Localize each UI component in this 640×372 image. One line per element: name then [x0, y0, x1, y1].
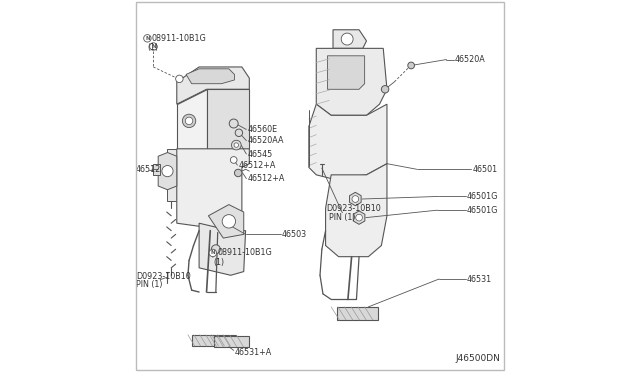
Text: D0923-10B10: D0923-10B10 — [136, 272, 191, 280]
Polygon shape — [154, 164, 160, 175]
Text: 46501G: 46501G — [467, 192, 499, 201]
Text: D0923-10B10: D0923-10B10 — [326, 204, 381, 213]
Text: (1): (1) — [147, 43, 159, 52]
Text: 46531+A: 46531+A — [234, 348, 272, 357]
Text: 46545: 46545 — [248, 150, 273, 158]
Polygon shape — [207, 89, 250, 149]
Polygon shape — [214, 336, 250, 347]
Polygon shape — [316, 48, 387, 115]
Polygon shape — [337, 307, 378, 320]
Circle shape — [229, 119, 238, 128]
Circle shape — [408, 62, 415, 69]
Text: N: N — [151, 44, 156, 49]
Circle shape — [234, 143, 239, 147]
Text: 46512+A: 46512+A — [248, 174, 285, 183]
Polygon shape — [333, 30, 367, 48]
Circle shape — [230, 157, 237, 163]
Circle shape — [175, 75, 183, 83]
Circle shape — [232, 140, 241, 150]
Circle shape — [186, 117, 193, 125]
Polygon shape — [177, 149, 250, 231]
Text: PIN (1): PIN (1) — [330, 213, 356, 222]
Text: 46520A: 46520A — [454, 55, 485, 64]
Text: 46512: 46512 — [136, 165, 161, 174]
Circle shape — [222, 215, 236, 228]
Circle shape — [235, 129, 243, 137]
Polygon shape — [158, 153, 177, 190]
Text: 46501: 46501 — [472, 165, 498, 174]
Polygon shape — [177, 67, 250, 104]
Polygon shape — [326, 164, 387, 257]
Text: 46560E: 46560E — [248, 125, 278, 134]
Circle shape — [341, 33, 353, 45]
Text: 46503: 46503 — [282, 230, 307, 239]
Circle shape — [352, 196, 358, 202]
Circle shape — [209, 249, 216, 257]
Circle shape — [211, 245, 220, 254]
Circle shape — [356, 214, 362, 221]
Polygon shape — [309, 104, 387, 179]
Circle shape — [162, 166, 173, 177]
Text: (1): (1) — [214, 258, 225, 267]
Text: 08911-10B1G: 08911-10B1G — [152, 34, 206, 43]
Text: 46512+A: 46512+A — [238, 161, 276, 170]
Polygon shape — [191, 335, 236, 346]
Text: 46501G: 46501G — [467, 206, 499, 215]
Text: 08911-10B1G: 08911-10B1G — [218, 248, 272, 257]
Text: 46531: 46531 — [467, 275, 492, 283]
Polygon shape — [328, 56, 365, 89]
Polygon shape — [349, 192, 361, 206]
Text: J46500DN: J46500DN — [456, 354, 500, 363]
Polygon shape — [209, 205, 244, 238]
Text: N: N — [145, 36, 150, 41]
Circle shape — [150, 43, 157, 50]
Polygon shape — [353, 211, 365, 224]
Circle shape — [143, 35, 151, 42]
Polygon shape — [186, 69, 234, 84]
Polygon shape — [199, 223, 246, 275]
Text: 46520AA: 46520AA — [248, 136, 284, 145]
Polygon shape — [168, 149, 177, 201]
Circle shape — [182, 114, 196, 128]
Text: N: N — [211, 250, 215, 256]
Circle shape — [381, 86, 389, 93]
Polygon shape — [177, 89, 207, 149]
Circle shape — [234, 169, 242, 177]
Text: PIN (1): PIN (1) — [136, 280, 163, 289]
